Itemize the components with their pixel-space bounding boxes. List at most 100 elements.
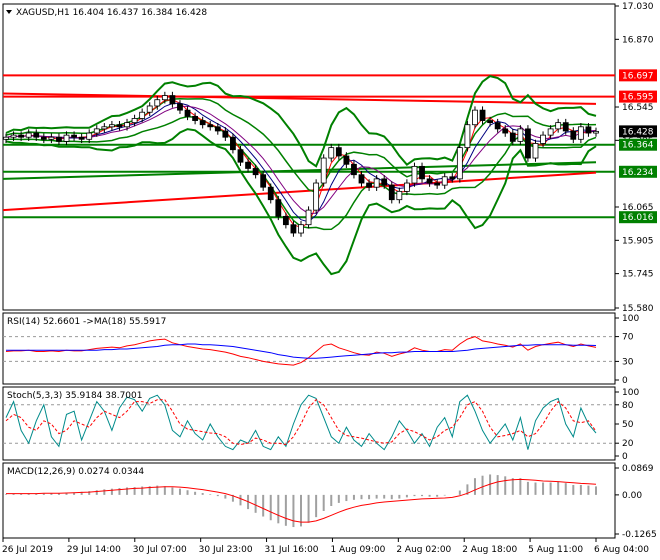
rsi-series-layer [3,336,615,366]
candle-body [275,199,282,217]
macd-tick-label: -0.1265 [622,530,657,540]
stoch-d-line [5,399,597,446]
price-tick-label: 15.580 [622,304,654,314]
candle-body [237,149,244,163]
stoch-tick-label: 50 [622,420,634,430]
candle-body [93,128,100,134]
upper-band-line [5,75,597,168]
candle-body [381,178,388,186]
candle-body [252,168,259,176]
candle-body [116,124,123,128]
candle-body [494,122,501,130]
candle-body [464,124,471,149]
candle-body [388,184,395,201]
candle-body [267,186,274,201]
candle-body [570,130,577,140]
price-tag-label: 16.364 [622,141,654,151]
price-tag-label: 16.697 [622,71,654,81]
candle-body [214,126,221,132]
candle-body [86,132,93,140]
candle-body [260,174,267,188]
candle-body [411,165,418,184]
candle-body [502,128,509,134]
candle-body [169,95,176,105]
candle-body [33,132,40,138]
stoch-title: Stoch(5,3,3) 35.9184 38.7001 [7,391,142,401]
candle-body [207,124,214,128]
price-tick-label: 16.545 [622,103,654,113]
candle-body [78,136,85,140]
candle-body [328,147,335,159]
stoch-tick-label: 100 [622,388,639,398]
candle-body [593,130,599,134]
candle-body [40,136,47,140]
candle-body [532,143,539,159]
time-tick-label: 1 Aug 09:00 [330,545,385,555]
rsi-pane [2,312,616,385]
candle-body [426,178,433,184]
rsi-tick-label: 30 [622,357,634,367]
price-tag-label: 16.234 [622,168,654,178]
macd-series-layer [5,474,597,528]
rsi-ma-line [6,343,597,359]
price-tag-box [619,125,657,138]
candle-body [479,109,486,121]
candle-body [101,126,108,130]
candle-body [222,130,229,138]
candle-body [509,132,516,142]
candle-body [298,224,304,234]
price-tick-label: 15.745 [622,270,654,280]
candle-body [585,126,592,134]
candle-body [373,178,380,188]
candle-body [449,176,456,180]
time-tick-label: 30 Jul 07:00 [133,545,187,555]
candle-body [456,147,463,180]
candle-body [245,161,251,169]
price-tag-box [619,90,657,103]
stoch-tick-label: 0 [622,452,628,462]
candle-body [472,109,478,126]
dropdown-triangle-icon[interactable] [6,10,12,14]
time-tick-label: 2 Aug 02:00 [396,545,451,555]
time-tick-label: 29 Jul 14:00 [67,545,121,555]
candle-body [396,190,403,201]
price-tick-label: 16.870 [622,35,654,45]
candle-body [25,132,32,138]
candle-body [305,209,312,226]
time-tick-label: 2 Aug 18:00 [462,545,517,555]
candle-body [517,128,524,142]
time-tick-label: 26 Jul 2019 [2,545,53,555]
candle-body [18,134,25,138]
candle-body [71,134,77,138]
candle-body [131,118,138,124]
candle-body [577,126,584,140]
candle-body [290,224,297,234]
price-tag-box [619,138,657,151]
stoch-tick-label: 80 [622,401,634,411]
candle-body [487,120,494,124]
candle-body [146,105,153,113]
candle-body [343,155,350,165]
candle-body [3,136,9,140]
rsi-tick-label: 100 [622,314,639,324]
price-tick-label: 15.905 [622,236,654,246]
macd-tick-label: 0.0869 [622,464,654,474]
lower-band-line [5,128,597,276]
macd-signal-line [6,478,597,523]
candle-body [108,124,115,128]
candle-body [351,163,357,176]
macd-title: MACD(12,26,9) 0.0274 0.0344 [7,467,144,477]
stoch-series-layer [3,394,615,451]
candle-body [10,134,17,138]
price-tag-label: 16.016 [622,213,654,223]
rsi-line [5,336,597,366]
candle-body [403,182,410,192]
candle-body [161,95,168,101]
candle-body [358,174,365,184]
candle-body [282,215,289,226]
candle-body [335,147,342,157]
candle-body [199,120,206,126]
time-tick-label: 30 Jul 23:00 [199,545,253,555]
stoch-tick-label: 20 [622,439,634,449]
